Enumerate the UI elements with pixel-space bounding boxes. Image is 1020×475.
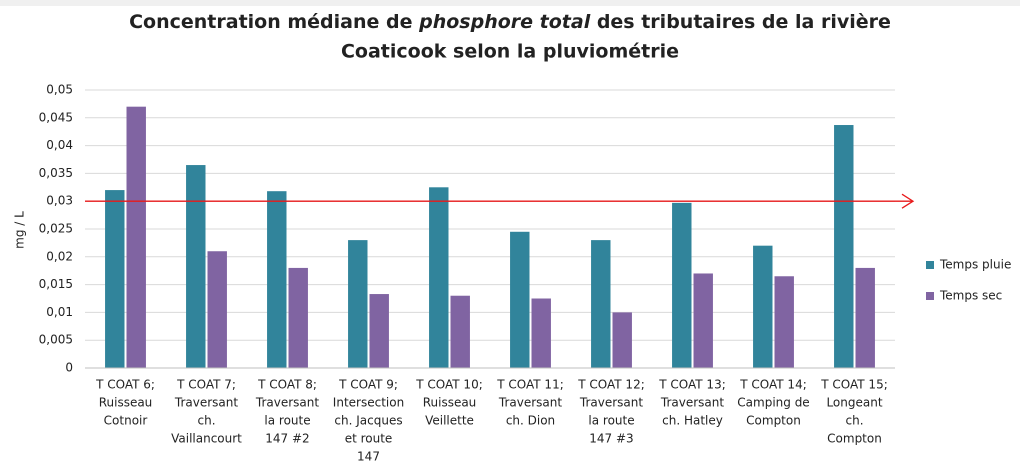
x-tick-label: Compton (746, 414, 801, 428)
y-tick-label: 0,005 (39, 333, 73, 347)
legend-label: Temps sec (939, 289, 1002, 303)
bar (288, 267, 308, 368)
x-tick-label: T COAT 13; (658, 378, 726, 392)
y-tick-label: 0,04 (46, 138, 73, 152)
x-tick-label: T COAT 9; (338, 378, 398, 392)
bar (348, 240, 368, 368)
x-tick-label: Camping de (737, 396, 809, 410)
x-tick-label: Veillette (425, 414, 474, 428)
bar (774, 276, 794, 368)
x-tick-label: Cotnoir (104, 414, 148, 428)
bar (855, 267, 875, 368)
x-tick-label: Compton (827, 432, 882, 446)
x-tick-label: Longeant (826, 396, 882, 410)
x-tick-label: Ruisseau (99, 396, 153, 410)
x-tick-label: Intersection (333, 396, 404, 410)
y-tick-label: 0 (65, 361, 73, 375)
y-tick-label: 0,025 (39, 222, 73, 236)
bar (693, 273, 713, 368)
y-tick-label: 0,03 (46, 194, 73, 208)
x-tick-label: ch. Hatley (662, 414, 723, 428)
bar (126, 106, 146, 369)
top-strip (0, 0, 1020, 6)
x-tick-label: T COAT 10; (415, 378, 483, 392)
y-tick-label: 0,045 (39, 110, 73, 124)
x-tick-label: ch. (845, 414, 863, 428)
bar (105, 190, 125, 368)
chart-title: Coaticook selon la pluviométrie (341, 41, 679, 63)
x-tick-label: Traversant (579, 396, 643, 410)
x-tick-label: ch. Jacques (334, 414, 402, 428)
x-tick-label: T COAT 6; (95, 378, 155, 392)
x-tick-label: ch. (197, 414, 215, 428)
x-tick-label: 147 #2 (265, 432, 309, 446)
title-part: phosphore total (418, 11, 591, 33)
legend-swatch (926, 292, 934, 300)
bar (186, 165, 206, 368)
y-tick-label: 0,02 (46, 249, 73, 263)
bar (207, 251, 227, 368)
x-tick-label: et route (345, 432, 393, 446)
x-tick-label: la route (588, 414, 634, 428)
y-axis-label: mg / L (13, 211, 27, 249)
y-tick-label: 0,01 (46, 305, 73, 319)
x-tick-label: T COAT 7; (176, 378, 236, 392)
x-tick-label: Traversant (660, 396, 724, 410)
x-tick-label: Traversant (498, 396, 562, 410)
bar (612, 312, 632, 368)
x-tick-label: Vaillancourt (171, 432, 242, 446)
title-part: des tributaires de la rivière (590, 11, 891, 33)
bar (834, 125, 854, 368)
x-tick-label: ch. Dion (506, 414, 555, 428)
legend-label: Temps pluie (939, 258, 1011, 272)
chart-title: Concentration médiane de phosphore total… (129, 11, 891, 33)
bar (672, 202, 692, 368)
legend-swatch (926, 261, 934, 269)
bar (510, 231, 530, 368)
threshold-arrow (901, 193, 915, 209)
y-tick-label: 0,035 (39, 166, 73, 180)
y-tick-label: 0,015 (39, 277, 73, 291)
bar (429, 187, 449, 368)
x-tick-label: T COAT 11; (496, 378, 564, 392)
x-tick-label: Traversant (174, 396, 238, 410)
x-tick-label: 147 #3 (589, 432, 633, 446)
bar (369, 294, 389, 368)
x-tick-label: Ruisseau (423, 396, 477, 410)
bar (591, 240, 611, 368)
x-tick-label: Traversant (255, 396, 319, 410)
bar (531, 298, 551, 368)
bar (450, 295, 470, 368)
x-tick-label: T COAT 12; (577, 378, 645, 392)
bar (267, 191, 287, 368)
x-tick-label: T COAT 8; (257, 378, 317, 392)
y-tick-label: 0,05 (46, 83, 73, 97)
bar (753, 245, 773, 368)
x-tick-label: la route (264, 414, 310, 428)
x-tick-label: T COAT 15; (820, 378, 888, 392)
x-tick-label: T COAT 14; (739, 378, 807, 392)
x-tick-label: 147 (357, 450, 380, 464)
title-part: Concentration médiane de (129, 11, 419, 33)
